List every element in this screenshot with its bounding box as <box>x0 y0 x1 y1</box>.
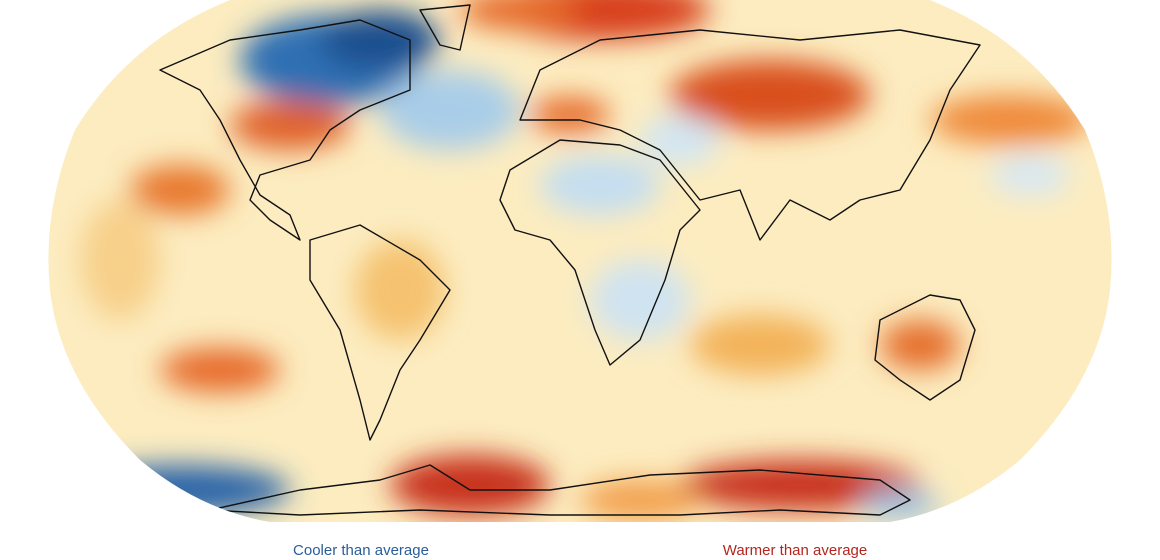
legend-cooler: Cooler than average <box>293 542 429 559</box>
legend-warmer: Warmer than average <box>723 542 868 559</box>
coastlines <box>159 4 981 516</box>
